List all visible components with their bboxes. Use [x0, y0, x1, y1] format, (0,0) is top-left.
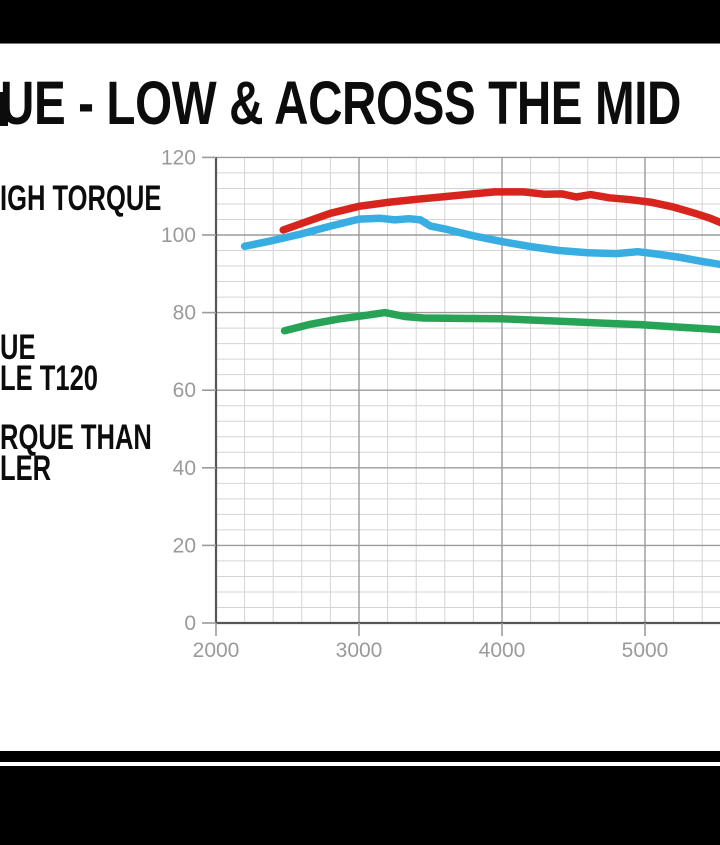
annotation-more-torque: RQUE THAN LER [0, 418, 152, 488]
tick-label: 40 [173, 457, 196, 480]
annotation-line: LE T120 [0, 359, 98, 398]
tick-label: 5000 [622, 639, 669, 662]
annotation-line: IGH TORQUE [0, 179, 162, 218]
annotation-line: UE [0, 328, 36, 367]
bottom-black-bar [0, 766, 720, 845]
tick-label: 0 [184, 612, 196, 635]
title-clipped-letter-fragment [0, 92, 8, 126]
tick-label: 20 [173, 534, 196, 557]
annotation-line: RQUE THAN [0, 418, 152, 457]
annotation-line: LER [0, 449, 52, 488]
tick-label: 3000 [336, 639, 383, 662]
bottom-black-stripe [0, 751, 720, 762]
tick-label: 80 [173, 302, 196, 325]
annotation-torque-t120: UE LE T120 [0, 328, 98, 398]
tick-label: 120 [161, 146, 196, 169]
tick-label: 2000 [193, 639, 240, 662]
blue-line [240, 214, 720, 269]
green-line [280, 308, 720, 335]
chart-title: UE - LOW & ACROSS THE MID [0, 69, 682, 137]
tick-label: 100 [161, 224, 196, 247]
tick-label: 4000 [479, 639, 526, 662]
tick-label: 60 [173, 379, 196, 402]
annotation-high-torque: IGH TORQUE [0, 179, 162, 218]
red-line [279, 188, 720, 234]
top-black-bar [0, 0, 720, 44]
